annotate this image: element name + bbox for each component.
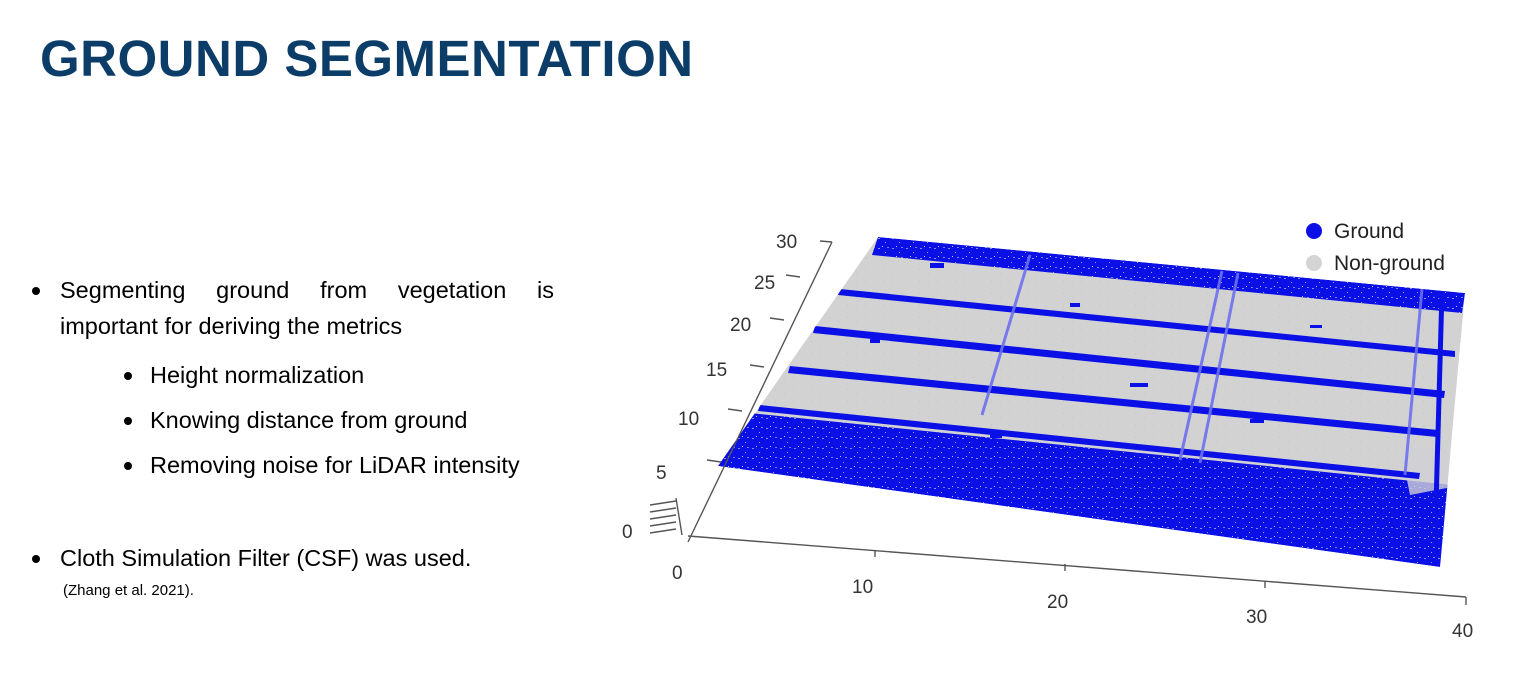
sub-bullet-height-normalization: Height normalization [60, 353, 554, 398]
bullet-segmenting-text: Segmenting ground from vegetation is imp… [60, 277, 554, 339]
ground-strip-front [718, 413, 1452, 567]
sub-bullet-removing-noise: Removing noise for LiDAR intensity [60, 443, 554, 488]
bullet-list: Segmenting ground from vegetation is imp… [28, 272, 554, 600]
legend: Ground Non-ground [1306, 220, 1445, 275]
ground-strip-back [872, 237, 1465, 313]
legend-non-ground-label: Non-ground [1334, 252, 1445, 275]
x-tick-label: 0 [672, 563, 683, 584]
point-cloud [718, 237, 1465, 567]
point-cloud-plot: 0 5 10 15 20 25 30 0 10 20 30 40 Ground … [622, 220, 1473, 642]
y-tick-label: 5 [656, 463, 667, 484]
page-title: GROUND SEGMENTATION [40, 30, 694, 87]
citation: (Zhang et al. 2021). [63, 582, 194, 599]
x-tick-label: 30 [1246, 607, 1267, 628]
y-tick-label: 25 [754, 273, 775, 294]
y-tick-label: 0 [622, 522, 633, 543]
z-axis-glyph [649, 497, 683, 536]
bullet-segmenting: Segmenting ground from vegetation is imp… [28, 272, 554, 488]
x-tick-label: 40 [1452, 621, 1473, 642]
legend-non-ground-marker [1306, 255, 1322, 271]
y-tick-label: 15 [706, 360, 727, 381]
y-axis-ticks [706, 274, 801, 463]
y-tick-label: 30 [776, 232, 797, 253]
x-tick-label: 20 [1047, 592, 1068, 613]
bullet-csf-text: Cloth Simulation Filter (CSF) was used. [60, 545, 472, 571]
x-axis-ticks [874, 550, 1266, 588]
legend-ground-marker [1306, 223, 1322, 239]
sub-bullet-distance-from-ground: Knowing distance from ground [60, 398, 554, 443]
y-tick-label: 20 [730, 315, 751, 336]
y-axis-line [687, 241, 833, 543]
x-axis-line [687, 535, 1467, 598]
bullet-csf: Cloth Simulation Filter (CSF) was used. … [28, 540, 554, 600]
y-tick-label: 10 [678, 409, 699, 430]
x-tick-label: 10 [852, 577, 873, 598]
axes [649, 240, 1467, 605]
legend-ground-label: Ground [1334, 220, 1404, 243]
sub-bullet-list: Height normalization Knowing distance fr… [60, 353, 554, 488]
